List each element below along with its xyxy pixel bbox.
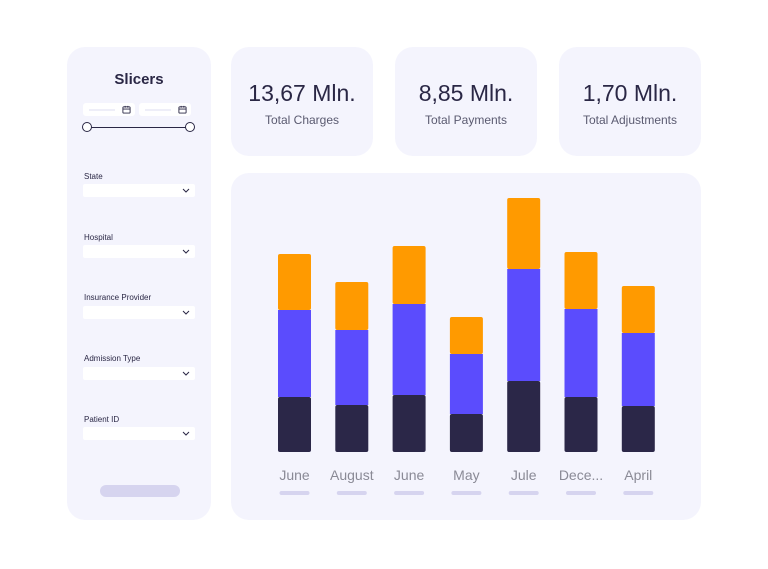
bar-segment-dark-2[interactable] <box>335 405 369 452</box>
range-slider-end-handle[interactable] <box>185 122 195 132</box>
x-axis-label: August <box>330 467 374 483</box>
hospital-dropdown[interactable] <box>83 245 195 258</box>
x-axis-label: April <box>624 467 652 483</box>
bar-segment-purple-3[interactable] <box>392 304 426 395</box>
x-axis-placeholder-bar <box>623 491 654 495</box>
state-label: State <box>84 172 103 181</box>
chevron-down-icon <box>182 431 190 436</box>
kpi-card-total-payments: 8,85 Mln. Total Payments <box>395 47 537 156</box>
bar-segment-purple-1[interactable] <box>278 310 311 397</box>
patient-id-label: Patient ID <box>84 415 120 424</box>
x-axis-placeholder-bar <box>336 491 367 495</box>
bar-segment-dark-7[interactable] <box>621 406 655 452</box>
kpi-card-total-adjustments: 1,70 Mln. Total Adjustments <box>559 47 701 156</box>
stacked-bar-chart: June August June May Jule Dece... April <box>278 198 655 495</box>
x-axis-label: June <box>394 467 425 483</box>
x-axis-label: Dece... <box>559 467 603 483</box>
bar-segment-orange-1[interactable] <box>278 254 311 310</box>
x-axis-placeholder-bar <box>394 491 425 495</box>
chevron-down-icon <box>182 188 190 193</box>
bar-segment-purple-6[interactable] <box>564 309 598 397</box>
stacked-bar-chart-panel: June August June May Jule Dece... April <box>231 173 701 520</box>
bar-segment-dark-1[interactable] <box>278 397 311 452</box>
bar-segment-purple-5[interactable] <box>507 269 541 381</box>
bar-segment-orange-7[interactable] <box>621 286 655 333</box>
bar-segment-dark-4[interactable] <box>449 414 483 452</box>
x-axis-label: Jule <box>511 467 537 483</box>
admission-type-label: Admission Type <box>84 354 141 363</box>
kpi-label: Total Adjustments <box>582 113 678 127</box>
slicers-panel: Slicers State Hospital Insurance Provide… <box>67 47 211 520</box>
x-axis-placeholder-bar <box>279 491 310 495</box>
slicers-title: Slicers <box>114 71 164 88</box>
insurance-provider-label: Insurance Provider <box>84 293 152 302</box>
kpi-value: 1,70 Mln. <box>582 80 678 106</box>
hospital-label: Hospital <box>84 233 113 242</box>
chevron-down-icon <box>182 249 190 254</box>
x-axis-label: May <box>453 467 479 483</box>
calendar-icon <box>178 105 187 114</box>
bar-segment-orange-3[interactable] <box>392 246 426 304</box>
x-axis-placeholder-bar <box>566 491 596 495</box>
bar-segment-orange-4[interactable] <box>449 317 483 354</box>
chevron-down-icon <box>182 371 190 376</box>
state-dropdown[interactable] <box>83 184 195 197</box>
patient-id-dropdown[interactable] <box>83 427 195 440</box>
kpi-value: 13,67 Mln. <box>248 80 356 106</box>
x-axis-placeholder-bar <box>508 491 539 495</box>
bar-segment-dark-3[interactable] <box>392 395 426 452</box>
insurance-provider-dropdown[interactable] <box>83 306 195 319</box>
bar-segment-dark-5[interactable] <box>507 381 541 452</box>
kpi-card-total-charges: 13,67 Mln. Total Charges <box>231 47 373 156</box>
bar-segment-orange-5[interactable] <box>507 198 541 269</box>
bar-segment-dark-6[interactable] <box>564 397 598 452</box>
kpi-label: Total Charges <box>264 113 340 127</box>
apply-filters-button[interactable] <box>100 485 180 497</box>
chevron-down-icon <box>182 310 190 315</box>
x-axis-label: June <box>279 467 310 483</box>
bar-segment-orange-2[interactable] <box>335 282 369 330</box>
bar-segment-orange-6[interactable] <box>564 252 598 309</box>
bar-segment-purple-7[interactable] <box>621 333 655 406</box>
kpi-label: Total Payments <box>424 113 508 127</box>
calendar-icon <box>122 105 131 114</box>
kpi-value: 8,85 Mln. <box>418 80 514 106</box>
date-placeholder <box>145 109 171 111</box>
bar-segment-purple-2[interactable] <box>335 330 369 405</box>
date-placeholder <box>89 109 115 111</box>
admission-type-dropdown[interactable] <box>83 367 195 380</box>
date-range-slider-track[interactable] <box>87 127 191 128</box>
x-axis-placeholder-bar <box>451 491 482 495</box>
bar-segment-purple-4[interactable] <box>449 354 483 414</box>
date-to-input[interactable] <box>139 103 191 116</box>
range-slider-start-handle[interactable] <box>82 122 92 132</box>
date-from-input[interactable] <box>83 103 135 116</box>
